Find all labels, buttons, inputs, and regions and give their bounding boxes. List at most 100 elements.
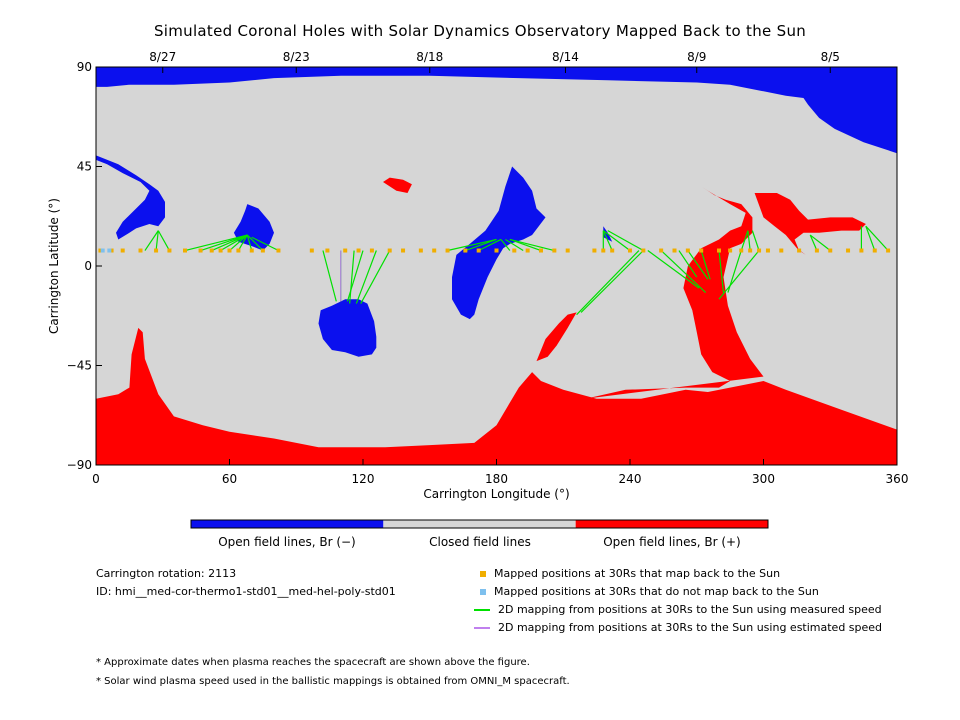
square-marker-icon	[480, 571, 486, 577]
carrington-rotation: Carrington rotation: 2113	[96, 567, 237, 580]
colorbar-segment	[575, 520, 768, 528]
legend-item-unmapped: Mapped positions at 30Rs that do not map…	[478, 585, 819, 598]
measured-mapping-line	[678, 250, 698, 278]
negative-coronal-hole	[452, 166, 546, 320]
mapped-position-point	[641, 248, 646, 253]
mapped-position-point	[138, 248, 143, 253]
mapping-lines	[144, 225, 889, 316]
chart-title: Simulated Coronal Holes with Solar Dynam…	[153, 22, 807, 40]
mapped-position-point	[672, 248, 677, 253]
measured-mapping-line	[246, 234, 264, 251]
mapped-position-point	[260, 248, 265, 253]
x-tick-label: 0	[92, 472, 100, 486]
mapped-position-point	[512, 248, 517, 253]
x-tick-label: 60	[222, 472, 237, 486]
mapped-position-point	[476, 248, 481, 253]
y-tick-label: −45	[67, 359, 92, 373]
mapped-position-point	[494, 248, 499, 253]
mapped-position-point	[401, 248, 406, 253]
mapped-position-point	[227, 248, 232, 253]
mapped-position-point	[120, 248, 125, 253]
mapped-position-point	[659, 248, 664, 253]
colorbar-segment	[191, 520, 384, 528]
line-marker-icon	[474, 609, 490, 611]
mapped-position-point	[369, 248, 374, 253]
unmapped-position-point	[107, 248, 112, 253]
measured-mapping-line	[751, 230, 760, 251]
measured-mapping-line	[865, 225, 889, 251]
colorbar-label-closed: Closed field lines	[429, 535, 531, 549]
mapped-position-point	[717, 248, 721, 253]
measured-mapping-line	[465, 238, 497, 252]
measured-mapping-line	[184, 234, 248, 252]
measured-mapping-line	[718, 250, 725, 293]
measured-mapping-line	[200, 234, 248, 252]
mapped-position-point	[601, 248, 606, 253]
date-tick-label: 8/23	[283, 50, 310, 64]
mapped-position-point	[356, 248, 361, 253]
negative-coronal-hole	[233, 204, 274, 251]
negative-coronal-hole	[318, 299, 377, 357]
colorbar-label-negative: Open field lines, Br (−)	[218, 535, 356, 549]
measured-mapping-line	[809, 234, 818, 251]
coronal-holes	[96, 67, 897, 465]
positive-coronal-hole	[383, 177, 412, 193]
mapped-position-point	[249, 248, 254, 253]
positive-coronal-hole	[754, 193, 866, 255]
measured-mapping-line	[211, 234, 248, 252]
mapped-position-point	[183, 248, 187, 253]
mapped-position-point	[748, 248, 753, 253]
mapped-position-point	[98, 248, 103, 253]
measured-mapping-line	[602, 230, 613, 251]
mapped-position-point	[463, 248, 468, 253]
measured-mapping-line	[607, 230, 644, 252]
mapped-positions	[98, 248, 891, 253]
measured-mapping-line	[355, 250, 377, 304]
legend-item-mapped: Mapped positions at 30Rs that map back t…	[478, 567, 780, 580]
measured-mapping-line	[509, 238, 555, 252]
measured-mapping-line	[647, 250, 700, 289]
measured-mapping-line	[865, 225, 876, 251]
mapped-position-point	[343, 248, 348, 253]
x-tick-label: 120	[352, 472, 375, 486]
mapped-position-point	[592, 248, 597, 253]
mapped-position-point	[418, 248, 423, 253]
legend-label: 2D mapping from positions at 30Rs to the…	[498, 603, 882, 616]
date-tick-label: 8/5	[821, 50, 840, 64]
measured-mapping-line	[322, 250, 337, 302]
mapped-position-point	[728, 248, 733, 253]
date-tick-label: 8/27	[149, 50, 176, 64]
measured-mapping-line	[246, 234, 253, 251]
model-id: ID: hmi__med-cor-thermo1-std01__med-hel-…	[96, 585, 396, 598]
mapped-position-point	[198, 248, 203, 253]
mapped-position-point	[276, 248, 281, 253]
y-tick-label: −90	[67, 458, 92, 472]
mapped-position-point	[218, 248, 223, 253]
mapped-position-point	[167, 248, 172, 253]
mapped-position-point	[699, 248, 704, 253]
date-tick-label: 8/18	[416, 50, 443, 64]
y-tick-label: 45	[77, 160, 92, 174]
colorbar-segment	[383, 520, 576, 528]
measured-mapping-line	[251, 236, 279, 252]
mapped-position-point	[445, 248, 450, 253]
measured-mapping-line	[360, 250, 391, 304]
measured-mapping-line	[687, 250, 709, 280]
x-tick-label: 180	[485, 472, 508, 486]
measured-mapping-line	[580, 250, 644, 313]
footnote-dates: * Approximate dates when plasma reaches …	[96, 657, 530, 668]
mapped-position-point	[236, 248, 241, 253]
mapped-position-point	[886, 248, 891, 253]
mapped-position-point	[859, 248, 864, 253]
mapped-position-point	[779, 248, 784, 253]
mapped-position-point	[628, 248, 632, 253]
legend-item-measured: 2D mapping from positions at 30Rs to the…	[474, 603, 882, 616]
mapped-position-point	[325, 248, 330, 253]
date-tick-label: 8/9	[687, 50, 706, 64]
y-tick-label: 90	[77, 60, 92, 74]
mapped-position-point	[552, 248, 557, 253]
measured-mapping-line	[447, 238, 497, 252]
measured-mapping-line	[155, 230, 159, 251]
mapped-position-point	[209, 248, 214, 253]
